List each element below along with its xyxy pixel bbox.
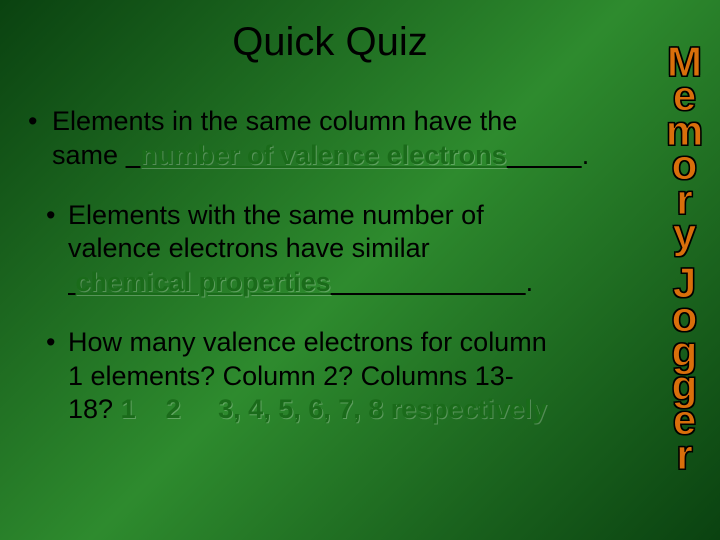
q3-line2: 1 elements? Column 2? Columns 13- bbox=[68, 361, 514, 391]
q1-line1: Elements in the same column have the bbox=[52, 106, 517, 136]
slide-title: Quick Quiz bbox=[0, 20, 660, 65]
sidebar-letter: r bbox=[654, 438, 714, 472]
q1-blank-lead bbox=[126, 140, 141, 170]
sidebar-letter: y bbox=[654, 217, 714, 251]
q3-answer-a: 1 bbox=[121, 394, 136, 424]
q2-blank-lead bbox=[68, 267, 76, 297]
q3-answer-b: 2 bbox=[166, 394, 181, 424]
q3-answer-c: 3, 4, 5, 6, 7, 8 respectively bbox=[218, 394, 547, 424]
memory-jogger-sidebar: MemoryJogger bbox=[654, 45, 714, 515]
q3-line1: How many valence electrons for column bbox=[68, 327, 547, 357]
q3-gap1 bbox=[136, 394, 166, 424]
question-2: Elements with the same number of valence… bbox=[28, 199, 648, 300]
question-1: Elements in the same column have the sam… bbox=[28, 105, 648, 173]
q1-blank-trail bbox=[507, 140, 582, 170]
q2-line2: valence electrons have similar bbox=[68, 233, 430, 263]
question-3: How many valence electrons for column 1 … bbox=[28, 326, 648, 427]
q2-blank-trail bbox=[331, 267, 526, 297]
q2-suffix: . bbox=[526, 267, 534, 297]
q2-line1: Elements with the same number of bbox=[68, 200, 484, 230]
slide-body: Elements in the same column have the sam… bbox=[28, 105, 648, 453]
q3-gap2 bbox=[181, 394, 219, 424]
q1-suffix: . bbox=[582, 140, 590, 170]
q1-prefix: same bbox=[52, 140, 126, 170]
q3-prefix: 18? bbox=[68, 394, 121, 424]
q1-answer: number of valence electrons bbox=[141, 140, 507, 170]
q2-answer: chemical properties bbox=[76, 267, 331, 297]
slide: Quick Quiz Elements in the same column h… bbox=[0, 0, 720, 540]
